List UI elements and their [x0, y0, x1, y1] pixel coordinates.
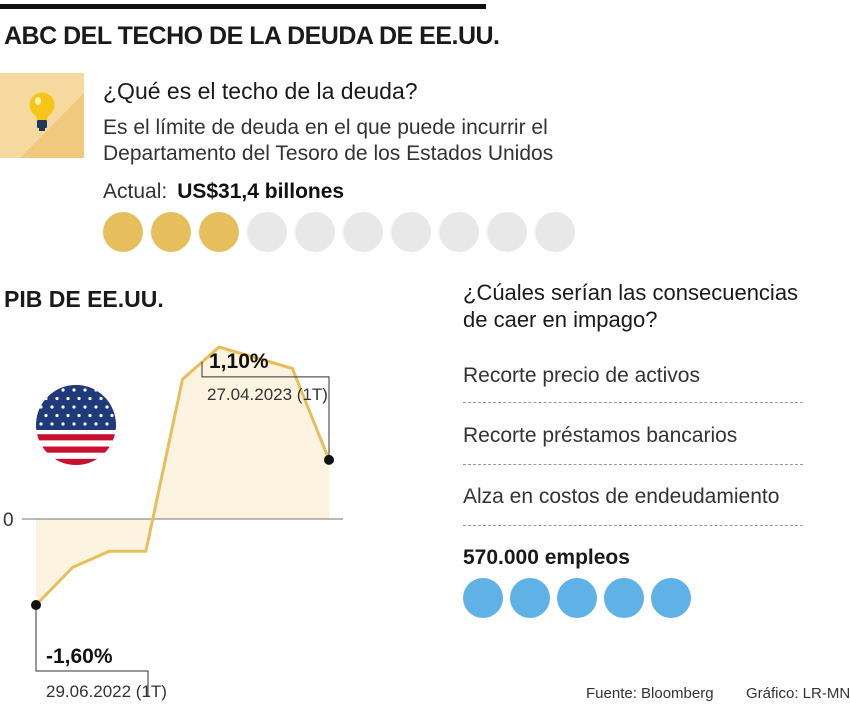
zero-label: 0	[3, 510, 14, 531]
data-point	[324, 454, 334, 465]
page-title: ABC DEL TECHO DE LA DEUDA DE EE.UU.	[4, 22, 500, 50]
consequences-question-line-1: ¿Cúales serían las consecuencias	[463, 280, 799, 305]
debt-dot-filled	[199, 212, 239, 252]
debt-question: ¿Qué es el techo de la deuda?	[103, 78, 418, 104]
debt-dot-empty	[535, 212, 575, 252]
debt-dot-empty	[343, 212, 383, 252]
consequence-item-2: Recorte préstamos bancarios	[463, 424, 738, 447]
gdp-chart: 0 -1,60% 29.06.2022 (1T) 1,10% 27.04.2023 (…	[3, 345, 343, 701]
annotation-date-min: 29.06.2022 (1T)	[46, 682, 167, 701]
divider	[463, 402, 803, 403]
debt-dot-filled	[151, 212, 191, 252]
debt-dot-empty	[295, 212, 335, 252]
debt-description: Es el límite de deuda en el que puede in…	[103, 115, 603, 167]
annotation-leader	[201, 361, 330, 460]
jobs-dots	[463, 578, 691, 618]
debt-dots	[103, 212, 575, 252]
annotation-value-latest: 1,10%	[209, 350, 269, 373]
top-rule	[0, 4, 486, 9]
jobs-dot	[463, 578, 503, 618]
source-note: Fuente: Bloomberg	[586, 685, 714, 702]
jobs-dot	[604, 578, 644, 618]
data-point	[31, 600, 41, 610]
consequence-item-1: Recorte precio de activos	[463, 364, 700, 387]
description-line-1: Es el límite de deuda en el que puede in…	[103, 116, 548, 139]
description-line-2: Departamento del Tesoro de los Estados U…	[103, 142, 554, 165]
chart-title: PIB DE EE.UU.	[4, 286, 164, 312]
jobs-dot	[651, 578, 691, 618]
us-flag-icon	[36, 385, 116, 465]
consequences-question-line-2: de caer en impago?	[463, 307, 658, 332]
annotation-date-latest: 27.04.2023 (1T)	[207, 385, 328, 404]
divider	[463, 464, 803, 465]
jobs-label: 570.000 empleos	[463, 546, 630, 569]
debt-dot-empty	[439, 212, 479, 252]
debt-dot-empty	[391, 212, 431, 252]
lightbulb-icon	[0, 73, 84, 158]
jobs-dot	[510, 578, 550, 618]
gdp-series-line	[34, 345, 331, 607]
debt-dot-empty	[247, 212, 287, 252]
jobs-dot	[557, 578, 597, 618]
current-debt: Actual: US$31,4 billones	[103, 180, 344, 204]
current-label: Actual:	[103, 180, 168, 203]
annotation-leader	[35, 605, 149, 697]
debt-dot-empty	[487, 212, 527, 252]
credit-note: Gráfico: LR-MN	[746, 685, 850, 702]
gdp-area-fill	[36, 347, 329, 605]
consequences-question: ¿Cúales serían las consecuencias de caer…	[463, 279, 833, 333]
consequence-item-3: Alza en costos de endeudamiento	[463, 485, 780, 508]
current-value: US$31,4 billones	[177, 180, 345, 203]
annotation-value-min: -1,60%	[46, 645, 113, 668]
divider	[463, 525, 803, 526]
debt-dot-filled	[103, 212, 143, 252]
